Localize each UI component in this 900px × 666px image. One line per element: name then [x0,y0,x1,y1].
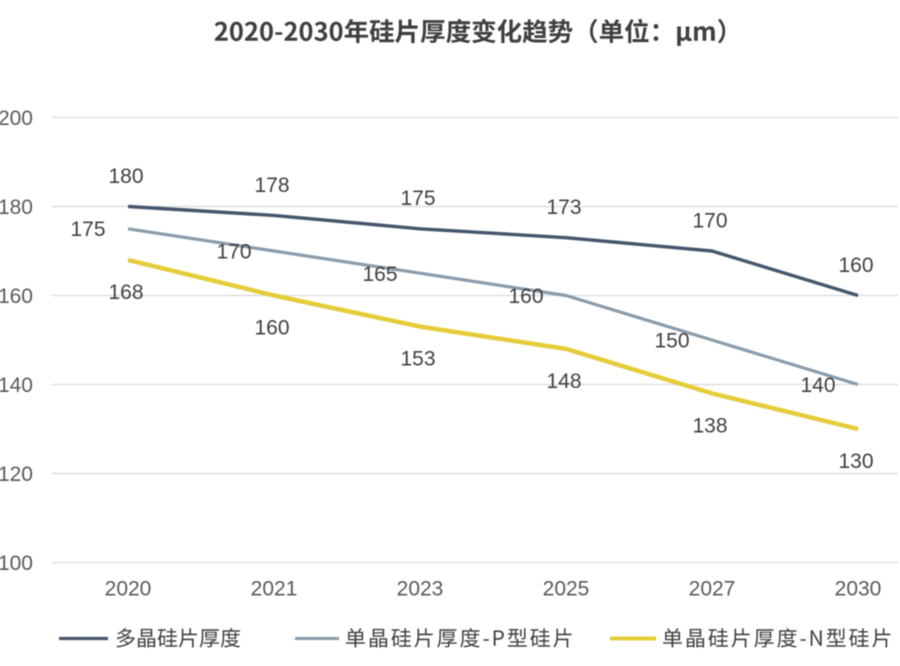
svg-text:140: 140 [0,374,33,397]
svg-text:175: 175 [400,187,435,210]
svg-text:138: 138 [692,414,727,437]
svg-text:150: 150 [654,330,689,353]
svg-text:2027: 2027 [689,578,736,601]
svg-text:120: 120 [0,463,33,486]
svg-text:2025: 2025 [543,578,590,601]
svg-text:130: 130 [838,450,873,473]
svg-text:178: 178 [254,174,289,197]
svg-text:173: 173 [546,196,581,219]
svg-text:2030: 2030 [835,578,882,601]
svg-text:180: 180 [0,196,33,219]
svg-text:2023: 2023 [397,578,444,601]
svg-text:140: 140 [800,374,835,397]
svg-text:175: 175 [70,218,105,241]
svg-text:2020: 2020 [105,578,152,601]
svg-text:153: 153 [400,348,435,371]
svg-text:200: 200 [0,107,33,130]
svg-text:148: 148 [546,370,581,393]
svg-text:168: 168 [108,281,143,304]
svg-text:170: 170 [692,210,727,233]
svg-text:160: 160 [0,285,33,308]
svg-text:2021: 2021 [251,578,298,601]
svg-text:160: 160 [254,317,289,340]
svg-text:160: 160 [508,285,543,308]
svg-text:100: 100 [0,552,33,575]
svg-text:180: 180 [108,165,143,188]
svg-text:170: 170 [216,241,251,264]
svg-text:165: 165 [362,263,397,286]
svg-text:160: 160 [838,254,873,277]
